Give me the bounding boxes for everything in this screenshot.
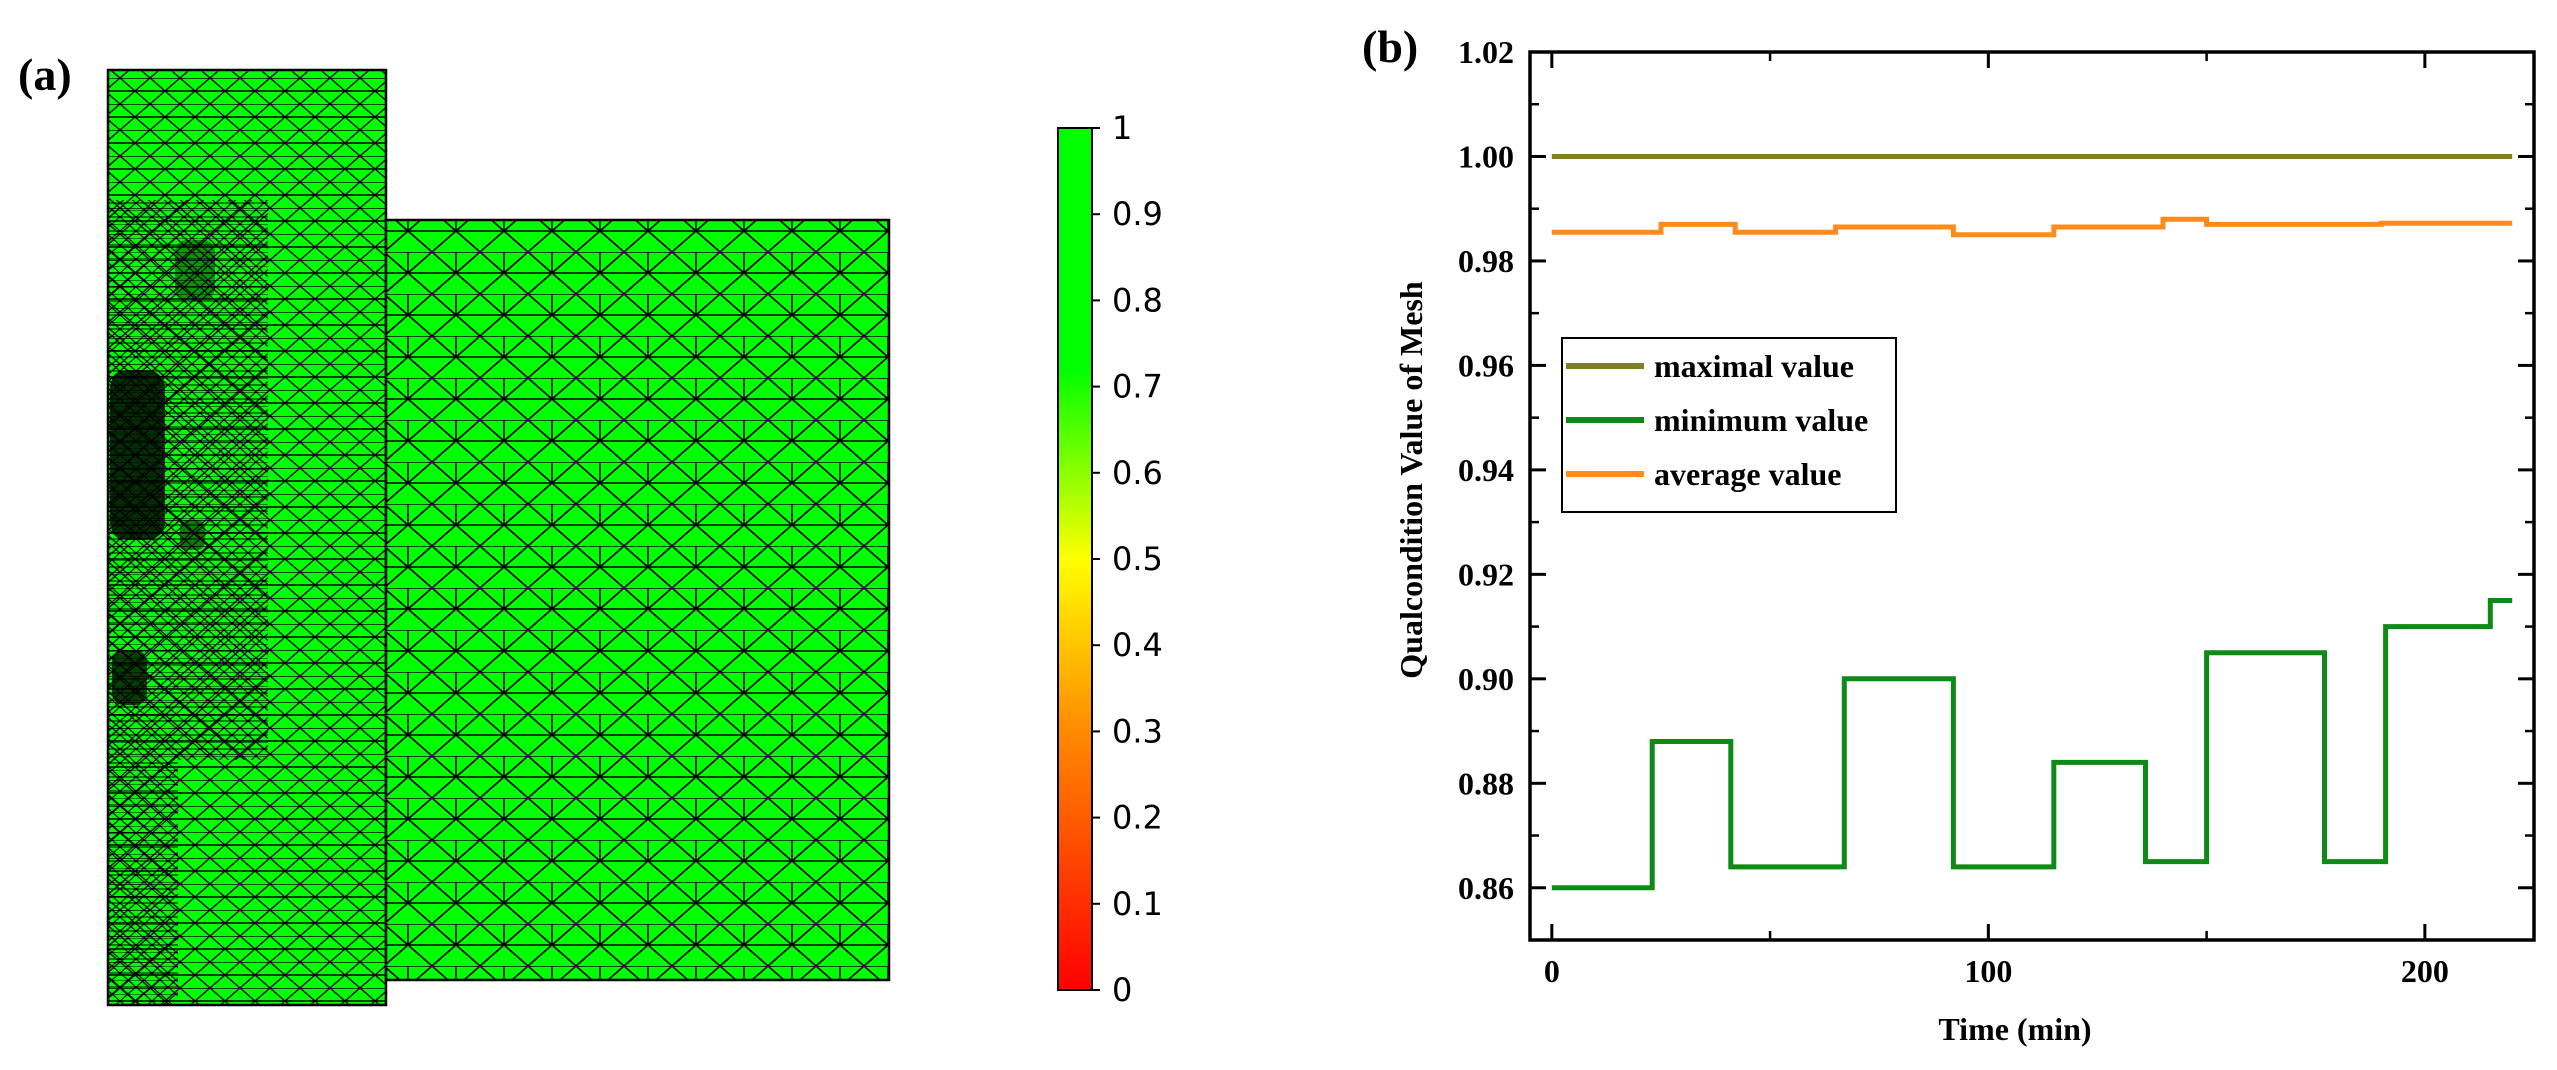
colorbar-tick-label: 0.6: [1112, 454, 1163, 492]
colorbar-tick-label: 0.9: [1112, 195, 1163, 233]
series-line-minimum-value: [1551, 598, 2513, 891]
y-tick-label: 0.90: [1458, 661, 1514, 697]
colorbar-tick-label: 0: [1112, 971, 1132, 1009]
x-axis-label: Time (min): [1938, 1011, 2091, 1047]
colorbar-tick-label: 1: [1112, 109, 1132, 147]
y-tick-label: 0.96: [1458, 347, 1514, 383]
y-tick-label: 0.94: [1458, 452, 1514, 488]
colorbar-tick-label: 0.4: [1112, 626, 1163, 664]
mesh-plot: [106, 68, 891, 1007]
colorbar-tick-label: 0.2: [1112, 799, 1163, 837]
colorbar: 1 0.9 0.8 0.7 0.6 0.5 0.4 0.3 0.2 0.1 0: [1057, 109, 1163, 1009]
mesh-right-block-border: [384, 218, 891, 982]
mesh-right-block-lines: [386, 220, 889, 980]
colorbar-tick-label: 0.1: [1112, 885, 1163, 923]
legend-label: maximal value: [1654, 348, 1854, 384]
mesh-dense-cluster: [175, 240, 215, 300]
colorbar-tick-label: 0.7: [1112, 368, 1163, 406]
legend: maximal value minimum value average value: [1561, 337, 1897, 513]
mesh-refined-bottom: [108, 760, 178, 1005]
colorbar-gradient: [1057, 127, 1093, 991]
legend-label: minimum value: [1654, 402, 1868, 438]
axes: 0.86 0.88 0.90 0.92 0.94 0.96 0.98 1.00 1.02 0 100…: [1458, 34, 2534, 989]
series-line-average-value: [1551, 216, 2513, 238]
panel-a-label: (a): [18, 49, 72, 100]
series-lines: [1551, 154, 2513, 891]
y-tick-label: 0.86: [1458, 870, 1514, 906]
mesh-dense-cluster: [110, 370, 165, 540]
colorbar-tick-label: 0.3: [1112, 712, 1163, 750]
y-tick-label: 0.88: [1458, 765, 1514, 801]
panel-a: (a) 1 0.9 0.8 0.7 0.6 0.5 0.4 0.3 0.2 0.1 0: [18, 49, 1163, 1009]
x-tick-label: 200: [2401, 953, 2449, 989]
x-tick-label: 0: [1544, 953, 1560, 989]
y-tick-label: 1.00: [1458, 138, 1514, 174]
colorbar-tick-label: 0.8: [1112, 281, 1163, 319]
y-tick-label: 0.98: [1458, 243, 1514, 279]
colorbar-ticks: 1 0.9 0.8 0.7 0.6 0.5 0.4 0.3 0.2 0.1 0: [1092, 109, 1163, 1009]
legend-label: average value: [1654, 456, 1842, 492]
panel-b: (b) 0.86 0.88 0.90 0.92 0.94 0.96 0.98 1.00 1.02…: [1362, 21, 2536, 1047]
colorbar-tick-label: 0.5: [1112, 540, 1163, 578]
mesh-dense-cluster: [180, 520, 205, 550]
panel-b-label: (b): [1362, 21, 1418, 72]
y-tick-label: 1.02: [1458, 34, 1514, 70]
plot-area-frame: [1528, 50, 2536, 942]
mesh-dense-cluster: [112, 650, 147, 705]
x-tick-label: 100: [1964, 953, 2012, 989]
y-axis-label: Qualcondition Value of Mesh: [1393, 281, 1429, 679]
y-tick-label: 0.92: [1458, 556, 1514, 592]
